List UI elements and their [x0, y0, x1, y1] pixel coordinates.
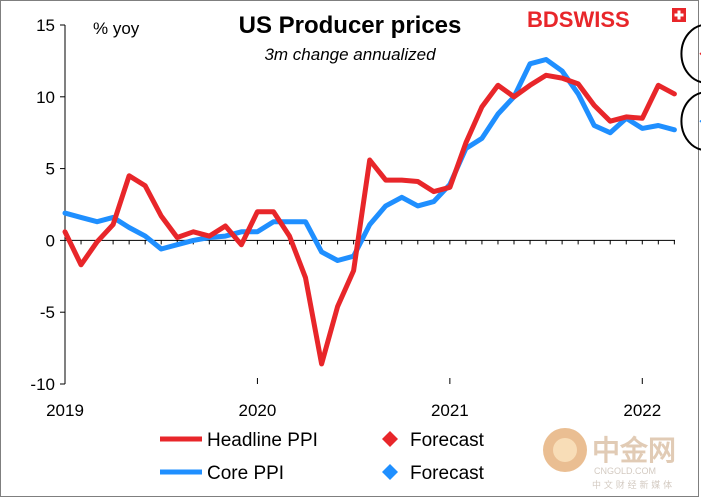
watermark-cn-name: 中金网 [592, 434, 676, 467]
y-tick-label: -10 [30, 375, 55, 394]
legend-label-core-forecast: Forecast [410, 463, 485, 484]
core-ppi-line [62, 57, 677, 263]
y-tick-label: 0 [46, 231, 55, 250]
y-axis-unit-label: % yoy [93, 19, 140, 38]
x-axis-ticks: 2019 2020 2021 2022 [46, 240, 675, 420]
headline-ppi-line [62, 72, 677, 367]
legend-swatch-headline-forecast [382, 431, 398, 447]
cngold-watermark: 中金网 CNGOLD.COM 中 文 财 经 新 媒 体 [543, 428, 676, 491]
bdswiss-logo: BDSWISS [527, 7, 686, 32]
watermark-domain: CNGOLD.COM [594, 466, 656, 476]
core-forecast-circle [680, 91, 701, 151]
y-axis-ticks: -10 -5 0 5 10 15 [30, 16, 65, 394]
x-tick-label: 2021 [431, 401, 469, 420]
annotation-layer [680, 24, 701, 151]
x-tick-label: 2022 [623, 401, 661, 420]
bdswiss-logo-text: BDSWISS [527, 7, 630, 32]
legend-swatch-core-forecast [382, 464, 398, 480]
y-tick-label: -5 [40, 303, 55, 322]
series-layer [62, 57, 677, 367]
legend-label-headline: Headline PPI [207, 430, 318, 451]
y-tick-label: 15 [36, 16, 55, 35]
y-tick-label: 5 [46, 160, 55, 179]
headline-forecast-circle [680, 24, 701, 84]
legend: Headline PPI Forecast Core PPI Forecast [160, 430, 485, 484]
x-tick-label: 2020 [239, 401, 277, 420]
chart-subtitle: 3m change annualized [264, 45, 436, 64]
x-tick-label: 2019 [46, 401, 84, 420]
watermark-tagline: 中 文 财 经 新 媒 体 [592, 479, 672, 491]
y-tick-label: 10 [36, 88, 55, 107]
chart-title: US Producer prices [239, 12, 462, 39]
legend-label-core: Core PPI [207, 463, 284, 484]
legend-label-headline-forecast: Forecast [410, 430, 485, 451]
